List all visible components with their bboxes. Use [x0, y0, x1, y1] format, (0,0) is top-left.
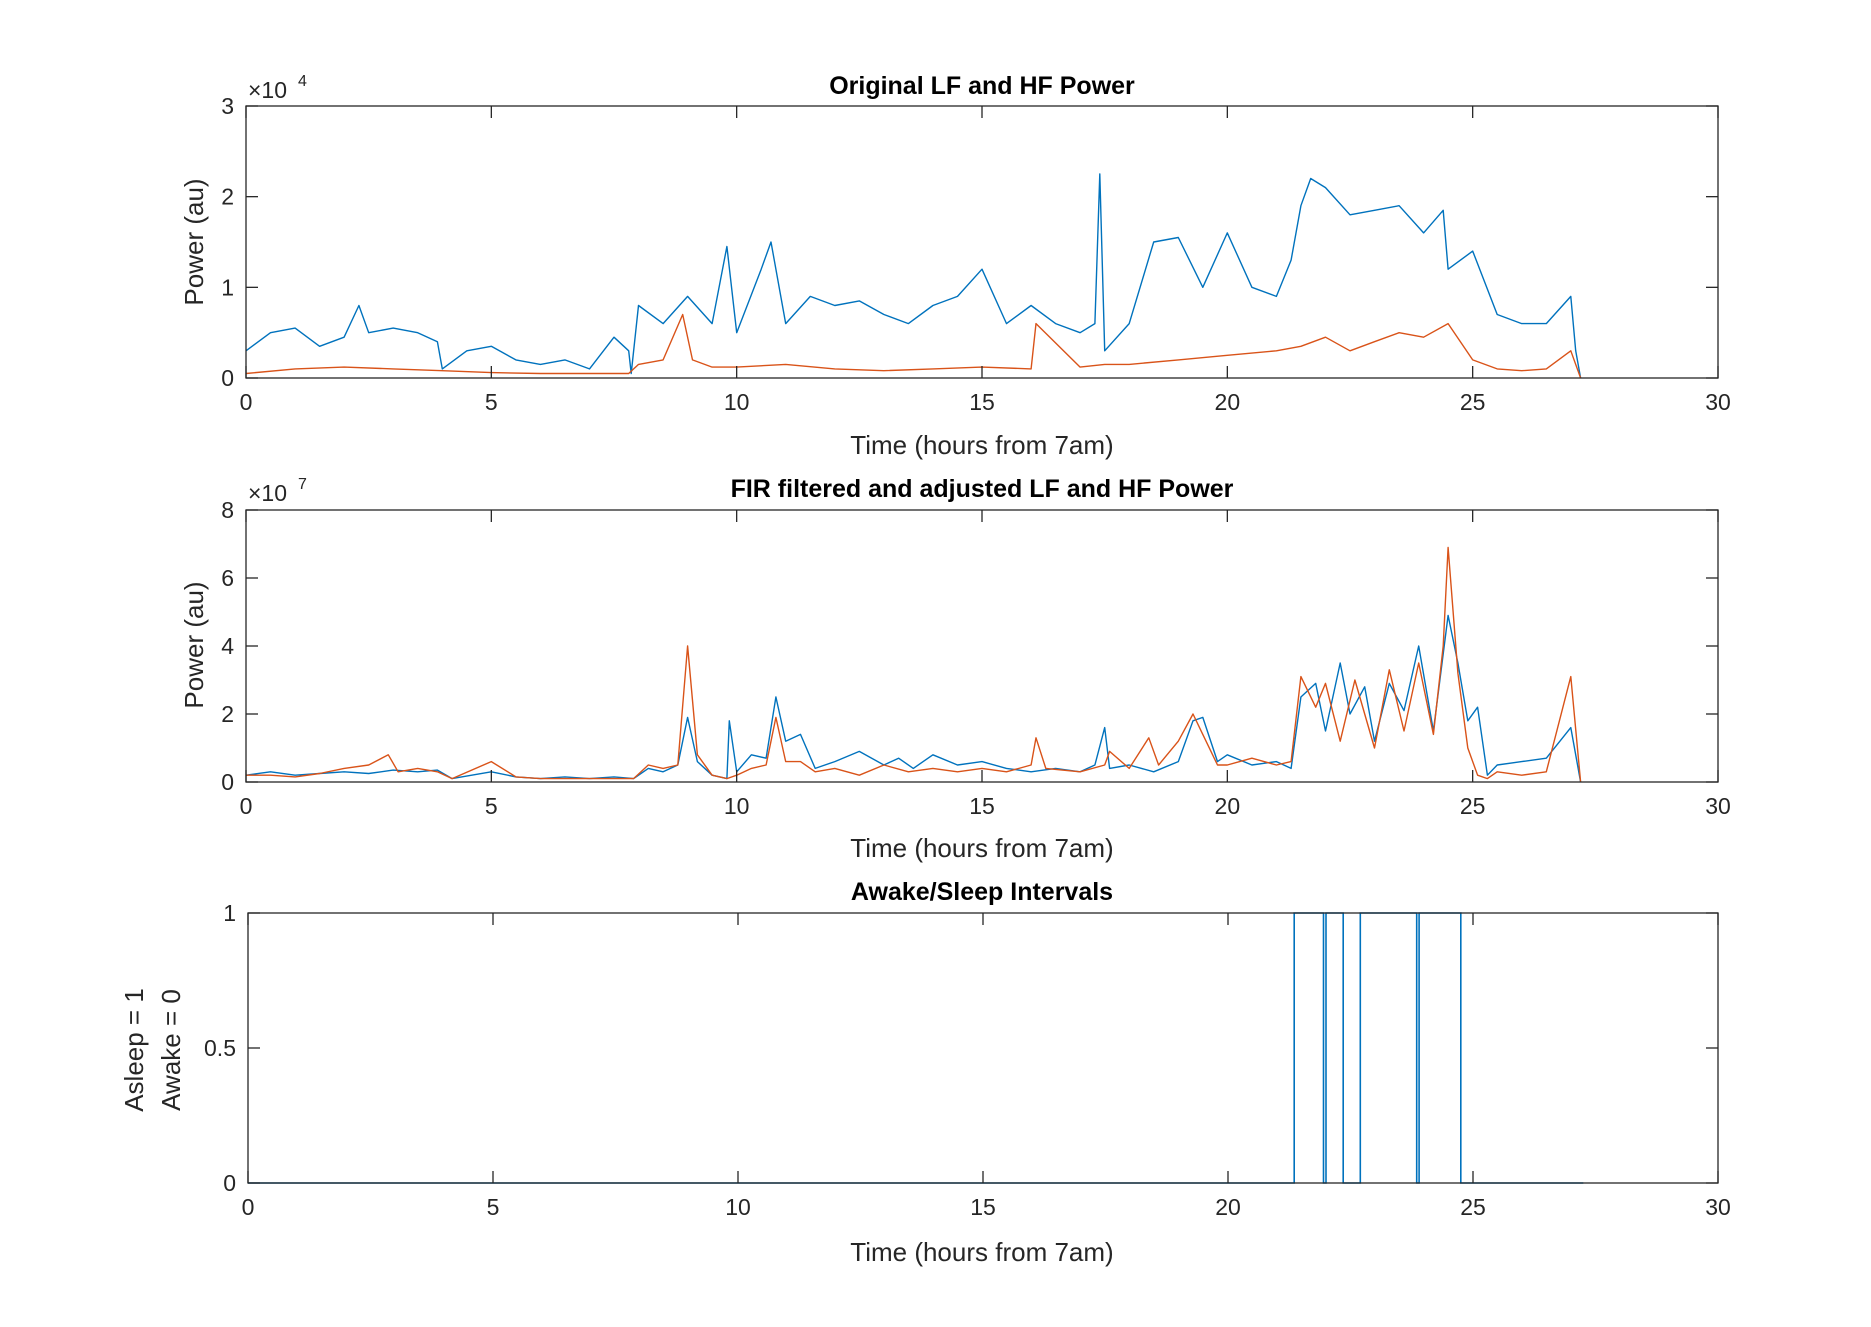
y-axis-label: Power (au) [179, 581, 209, 708]
y-tick-label: 8 [221, 497, 234, 523]
axes-box [245, 105, 1719, 379]
x-tick-label: 25 [1460, 389, 1486, 415]
svg-text:×10: ×10 [248, 480, 287, 506]
y-tick-label: 1 [221, 274, 234, 300]
x-tick-label: 30 [1705, 1194, 1731, 1220]
y-axis-ticks: 0 1 2 3 [221, 93, 1718, 391]
y-tick-label: 0 [221, 769, 234, 795]
panel-awake-sleep: Awake/Sleep Intervals 0 5 10 15 20 25 30 00.51… [119, 878, 1731, 1267]
series-line-state [248, 912, 1584, 1184]
y-axis-ticks: 0 2 4 6 8 [221, 497, 1718, 795]
y-exponent-label: ×10 7 [248, 476, 307, 506]
x-tick-label: 15 [969, 793, 995, 819]
y-tick-label: 0.5 [204, 1035, 236, 1061]
series-line-lf [245, 614, 1582, 783]
x-tick-label: 30 [1705, 389, 1731, 415]
x-tick-label: 15 [970, 1194, 996, 1220]
x-axis-label: Time (hours from 7am) [850, 430, 1113, 460]
series-line-lf [245, 173, 1582, 379]
x-axis-ticks: 0 5 10 15 20 25 30 [240, 510, 1731, 819]
y-tick-label: 2 [221, 701, 234, 727]
x-tick-label: 0 [240, 793, 253, 819]
x-tick-label: 10 [724, 793, 750, 819]
y-axis-label-line2: Awake = 0 [156, 989, 186, 1111]
x-tick-label: 5 [485, 389, 498, 415]
x-axis-label: Time (hours from 7am) [850, 833, 1113, 863]
x-tick-label: 25 [1460, 793, 1486, 819]
y-axis-label-line1: Asleep = 1 [119, 988, 149, 1112]
y-axis-label: Power (au) [179, 178, 209, 305]
y-tick-label: 3 [221, 93, 234, 119]
x-tick-label: 25 [1460, 1194, 1486, 1220]
series-line-hf [245, 313, 1582, 379]
x-tick-label: 10 [725, 1194, 751, 1220]
x-tick-label: 20 [1215, 389, 1241, 415]
y-tick-label: 2 [221, 184, 234, 210]
x-tick-label: 20 [1215, 793, 1241, 819]
plot-area [248, 912, 1584, 1184]
x-tick-label: 5 [485, 793, 498, 819]
y-tick-label: 0 [221, 365, 234, 391]
y-exponent-label: ×10 4 [248, 73, 307, 103]
y-tick-label: 6 [221, 565, 234, 591]
x-tick-label: 5 [487, 1194, 500, 1220]
x-tick-label: 0 [242, 1194, 255, 1220]
x-axis-ticks: 0 5 10 15 20 25 30 [240, 106, 1731, 415]
y-axis-ticks: 00.51 [204, 900, 1718, 1196]
plot-area [245, 546, 1582, 783]
x-tick-label: 10 [724, 389, 750, 415]
panel-title: Awake/Sleep Intervals [851, 878, 1113, 906]
y-tick-label: 0 [223, 1170, 236, 1196]
series-line-hf [246, 546, 1582, 783]
x-axis-label: Time (hours from 7am) [850, 1237, 1113, 1267]
panel-title: FIR filtered and adjusted LF and HF Powe… [731, 475, 1234, 503]
axes-box [247, 912, 1719, 1184]
x-tick-label: 30 [1705, 793, 1731, 819]
panel-original-power: Original LF and HF Power ×10 4 0 5 10 15 20 2… [179, 72, 1731, 460]
x-tick-label: 20 [1215, 1194, 1241, 1220]
x-tick-label: 0 [240, 389, 253, 415]
x-tick-label: 15 [969, 389, 995, 415]
x-axis-ticks: 0 5 10 15 20 25 30 [242, 913, 1731, 1220]
y-tick-label: 4 [221, 633, 234, 659]
svg-text:×10: ×10 [248, 77, 287, 103]
axes-box [245, 509, 1719, 783]
plot-area [245, 173, 1582, 379]
svg-text:4: 4 [298, 73, 307, 90]
y-tick-label: 1 [223, 900, 236, 926]
panel-title: Original LF and HF Power [829, 72, 1135, 100]
svg-text:7: 7 [298, 476, 307, 493]
panel-fir-filtered-power: FIR filtered and adjusted LF and HF Powe… [179, 475, 1731, 863]
